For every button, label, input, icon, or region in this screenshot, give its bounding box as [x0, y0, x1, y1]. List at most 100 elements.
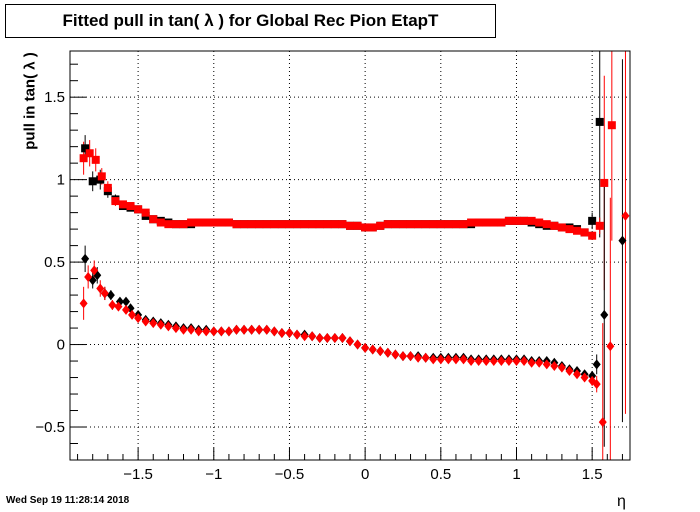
- data-point-diamond: [580, 372, 589, 383]
- data-point-diamond: [277, 328, 286, 339]
- data-point-square: [459, 220, 468, 229]
- y-tick-label: −0.5: [35, 419, 65, 436]
- data-point-diamond: [84, 271, 93, 282]
- data-point-diamond: [459, 354, 468, 365]
- data-point-square: [474, 218, 483, 227]
- data-point-diamond: [255, 324, 264, 335]
- data-point-square: [194, 218, 203, 227]
- data-point-diamond: [489, 356, 498, 367]
- chart-title: Fitted pull in tan( λ ) for Global Rec P…: [62, 11, 439, 30]
- data-point-diamond: [527, 357, 536, 368]
- data-point-square: [240, 220, 249, 229]
- data-point-diamond: [194, 326, 203, 337]
- data-point-diamond: [209, 326, 218, 337]
- data-point-diamond: [606, 341, 615, 352]
- data-point-diamond: [436, 354, 445, 365]
- data-point-diamond: [141, 316, 150, 327]
- data-point-square: [300, 220, 309, 229]
- data-point-diamond: [592, 359, 601, 370]
- data-point-square: [134, 205, 143, 214]
- data-point-diamond: [535, 357, 544, 368]
- data-point-square: [247, 220, 256, 229]
- data-point-square: [91, 155, 100, 164]
- data-point-diamond: [164, 321, 173, 332]
- y-axis-label: pull in tan( λ ): [21, 52, 39, 150]
- x-tick-label: −0.5: [275, 466, 305, 483]
- data-point-square: [149, 215, 158, 224]
- data-point-diamond: [293, 329, 302, 340]
- data-point-diamond: [398, 351, 407, 362]
- data-point-diamond: [520, 356, 529, 367]
- data-point-diamond: [217, 326, 226, 337]
- error-bars: [83, 51, 626, 460]
- data-point-diamond: [202, 326, 211, 337]
- data-point-diamond: [598, 417, 607, 428]
- data-point-square: [103, 183, 112, 192]
- data-point-square: [573, 226, 582, 235]
- data-point-diamond: [600, 309, 609, 320]
- x-tick-label: 1: [512, 466, 520, 483]
- data-point-diamond: [504, 356, 513, 367]
- data-point-diamond: [550, 360, 559, 371]
- data-point-square: [595, 221, 604, 230]
- data-point-square: [565, 225, 574, 234]
- data-point-square: [588, 216, 597, 225]
- grid-lines: [70, 51, 630, 460]
- data-point-square: [512, 216, 521, 225]
- data-point-square: [338, 220, 347, 229]
- data-markers: [79, 117, 630, 428]
- data-point-diamond: [79, 298, 88, 309]
- x-tick-label: 1.5: [582, 466, 603, 483]
- data-point-square: [383, 220, 392, 229]
- data-point-diamond: [621, 210, 630, 221]
- data-point-square: [436, 220, 445, 229]
- data-point-square: [85, 149, 94, 158]
- data-point-square: [588, 231, 597, 240]
- data-point-diamond: [108, 299, 117, 310]
- data-point-square: [504, 216, 513, 225]
- data-point-diamond: [300, 331, 309, 342]
- data-point-square: [179, 220, 188, 229]
- data-point-diamond: [323, 332, 332, 343]
- data-point-square: [79, 154, 88, 163]
- data-point-square: [520, 216, 529, 225]
- data-point-square: [232, 220, 241, 229]
- data-point-diamond: [106, 290, 115, 301]
- data-point-diamond: [179, 324, 188, 335]
- data-point-diamond: [285, 328, 294, 339]
- data-point-square: [308, 220, 317, 229]
- data-point-square: [557, 223, 566, 232]
- data-point-diamond: [122, 304, 130, 315]
- y-tick-label: 1: [57, 172, 65, 189]
- data-point-diamond: [114, 301, 123, 312]
- data-point-diamond: [247, 324, 256, 335]
- data-point-diamond: [149, 318, 158, 329]
- data-point-square: [323, 220, 332, 229]
- data-point-square: [270, 220, 279, 229]
- data-point-square: [607, 121, 616, 130]
- x-tick-label: 0: [361, 466, 369, 483]
- data-point-diamond: [96, 283, 105, 294]
- data-point-square: [535, 218, 544, 227]
- data-point-diamond: [376, 346, 385, 357]
- data-point-diamond: [592, 379, 601, 390]
- data-point-square: [156, 218, 165, 227]
- data-point-square: [88, 177, 97, 186]
- data-point-square: [600, 178, 609, 187]
- y-tick-label: 0: [57, 337, 65, 354]
- data-point-square: [444, 220, 453, 229]
- data-point-diamond: [240, 324, 249, 335]
- data-point-square: [361, 223, 370, 232]
- data-point-diamond: [383, 347, 392, 358]
- x-tick-label: −1: [205, 466, 222, 483]
- data-point-square: [224, 218, 233, 227]
- data-point-diamond: [391, 349, 400, 360]
- x-axis-label: η: [617, 493, 626, 510]
- data-point-diamond: [565, 365, 574, 376]
- data-point-diamond: [128, 309, 137, 320]
- data-point-square: [97, 172, 106, 181]
- data-point-square: [467, 218, 476, 227]
- data-point-square: [81, 144, 90, 153]
- data-point-diamond: [429, 354, 438, 365]
- axis-ticks: −1.5 −1 −0.5 0 0.5 1 1.5 −0.5 0 0.5 1 1.5: [35, 63, 623, 483]
